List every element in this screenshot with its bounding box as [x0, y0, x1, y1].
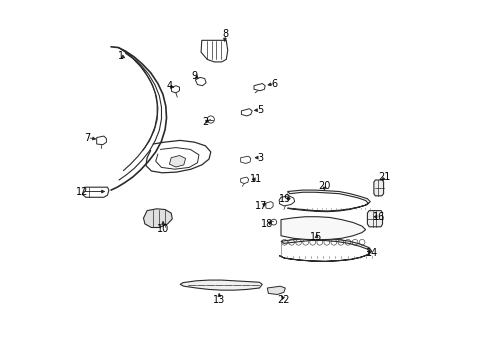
Text: 7: 7 — [84, 132, 91, 143]
Polygon shape — [374, 180, 384, 196]
Text: 21: 21 — [378, 172, 391, 182]
Text: 20: 20 — [318, 181, 330, 192]
Polygon shape — [279, 238, 372, 261]
Text: 14: 14 — [366, 248, 378, 258]
Polygon shape — [180, 280, 262, 290]
Text: 9: 9 — [192, 71, 197, 81]
Text: 19: 19 — [279, 194, 292, 204]
Text: 15: 15 — [310, 232, 322, 242]
Polygon shape — [281, 217, 366, 240]
Text: 13: 13 — [213, 294, 225, 305]
Polygon shape — [368, 211, 383, 227]
Text: 18: 18 — [261, 219, 273, 229]
Polygon shape — [170, 156, 186, 167]
Text: 5: 5 — [257, 105, 263, 115]
Text: 17: 17 — [255, 201, 268, 211]
Text: 16: 16 — [373, 212, 385, 222]
Polygon shape — [268, 286, 285, 294]
Text: 2: 2 — [202, 117, 209, 127]
Polygon shape — [144, 209, 172, 228]
Text: 8: 8 — [222, 29, 228, 39]
Text: 11: 11 — [250, 174, 262, 184]
Text: 22: 22 — [278, 294, 290, 305]
Text: 12: 12 — [76, 186, 89, 197]
Text: 3: 3 — [257, 153, 263, 163]
Text: 6: 6 — [271, 78, 277, 89]
Text: 4: 4 — [166, 81, 172, 91]
Polygon shape — [288, 190, 370, 212]
Text: 1: 1 — [118, 51, 124, 61]
Text: 10: 10 — [157, 224, 169, 234]
